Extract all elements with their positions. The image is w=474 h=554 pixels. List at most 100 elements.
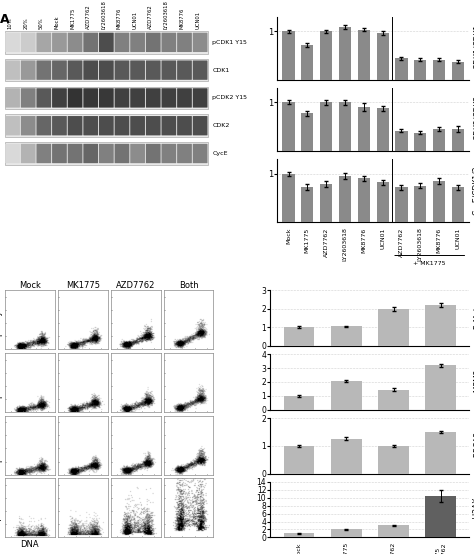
FancyBboxPatch shape	[99, 144, 114, 163]
Bar	[331, 381, 362, 410]
Bar	[320, 102, 332, 151]
Bar	[426, 365, 456, 410]
FancyBboxPatch shape	[21, 60, 36, 80]
Text: Mock: Mock	[55, 16, 59, 29]
Bar	[378, 309, 409, 346]
Bar	[5, 59, 208, 81]
FancyBboxPatch shape	[21, 88, 36, 107]
Text: pCDK2/CDK2: pCDK2/CDK2	[473, 95, 474, 144]
Bar	[426, 432, 456, 474]
FancyBboxPatch shape	[5, 144, 20, 163]
Bar	[5, 114, 208, 137]
Text: UCN01: UCN01	[195, 11, 200, 29]
Text: γH2AX: γH2AX	[473, 497, 474, 522]
Text: MK8776: MK8776	[117, 8, 122, 29]
FancyBboxPatch shape	[83, 60, 98, 80]
Bar	[358, 178, 370, 223]
Bar	[378, 526, 409, 537]
FancyBboxPatch shape	[115, 116, 129, 135]
Bar	[283, 173, 295, 223]
Text: LY2603618: LY2603618	[101, 0, 106, 29]
FancyBboxPatch shape	[162, 60, 176, 80]
Title: AZD7762: AZD7762	[116, 281, 155, 290]
FancyBboxPatch shape	[21, 144, 36, 163]
FancyBboxPatch shape	[52, 60, 67, 80]
FancyBboxPatch shape	[146, 33, 161, 52]
Bar	[320, 31, 332, 80]
FancyBboxPatch shape	[177, 33, 192, 52]
Bar	[301, 45, 313, 80]
Bar	[378, 446, 409, 474]
Bar	[414, 60, 427, 80]
FancyBboxPatch shape	[68, 60, 82, 80]
FancyBboxPatch shape	[130, 116, 145, 135]
Y-axis label: γH2AX: γH2AX	[0, 494, 2, 522]
FancyBboxPatch shape	[130, 88, 145, 107]
FancyBboxPatch shape	[162, 144, 176, 163]
Text: A: A	[0, 13, 10, 25]
FancyBboxPatch shape	[99, 88, 114, 107]
X-axis label: DNA: DNA	[20, 540, 39, 549]
Bar	[376, 108, 389, 151]
Bar	[414, 133, 427, 151]
FancyBboxPatch shape	[146, 88, 161, 107]
Text: pCDK1 Y15: pCDK1 Y15	[212, 40, 247, 45]
Text: UCN01: UCN01	[133, 11, 137, 29]
Text: + MK1775: + MK1775	[413, 260, 446, 265]
FancyBboxPatch shape	[162, 33, 176, 52]
Bar	[414, 186, 427, 223]
Text: CDK2: CDK2	[212, 123, 230, 128]
Bar	[5, 86, 208, 109]
FancyBboxPatch shape	[177, 60, 192, 80]
Bar	[283, 31, 295, 80]
Bar	[358, 30, 370, 80]
Title: MK1775: MK1775	[65, 281, 100, 290]
Bar	[339, 102, 351, 151]
FancyBboxPatch shape	[115, 33, 129, 52]
Text: AZD7762: AZD7762	[148, 4, 153, 29]
Text: CDK1: CDK1	[212, 68, 229, 73]
Bar	[5, 31, 208, 54]
FancyBboxPatch shape	[83, 33, 98, 52]
Text: 20%: 20%	[23, 17, 28, 29]
FancyBboxPatch shape	[83, 88, 98, 107]
FancyBboxPatch shape	[193, 116, 208, 135]
FancyBboxPatch shape	[177, 88, 192, 107]
Y-axis label: pMPM2: pMPM2	[0, 367, 2, 398]
FancyBboxPatch shape	[177, 144, 192, 163]
FancyBboxPatch shape	[162, 116, 176, 135]
Bar	[301, 113, 313, 151]
FancyBboxPatch shape	[146, 60, 161, 80]
FancyBboxPatch shape	[36, 60, 51, 80]
Text: MK8776: MK8776	[180, 8, 184, 29]
Text: CycE: CycE	[212, 151, 228, 156]
FancyBboxPatch shape	[115, 144, 129, 163]
Y-axis label: pB-Myb: pB-Myb	[0, 304, 2, 336]
Text: CycE/CDK1/2: CycE/CDK1/2	[473, 166, 474, 216]
Title: Mock: Mock	[19, 281, 41, 290]
Bar	[426, 305, 456, 346]
FancyBboxPatch shape	[68, 144, 82, 163]
FancyBboxPatch shape	[68, 88, 82, 107]
FancyBboxPatch shape	[68, 33, 82, 52]
Text: pCDK2 Y15: pCDK2 Y15	[212, 95, 247, 100]
Bar	[283, 446, 314, 474]
Bar	[452, 129, 464, 151]
FancyBboxPatch shape	[83, 144, 98, 163]
Bar	[331, 530, 362, 537]
Bar	[452, 61, 464, 80]
FancyBboxPatch shape	[52, 88, 67, 107]
FancyBboxPatch shape	[5, 88, 20, 107]
FancyBboxPatch shape	[5, 60, 20, 80]
FancyBboxPatch shape	[21, 116, 36, 135]
Bar	[378, 389, 409, 410]
Text: AZD7762: AZD7762	[86, 4, 91, 29]
Y-axis label: pBRCA2: pBRCA2	[0, 428, 2, 462]
Bar	[433, 181, 445, 223]
Bar	[376, 182, 389, 223]
FancyBboxPatch shape	[36, 116, 51, 135]
FancyBboxPatch shape	[177, 116, 192, 135]
Bar	[331, 439, 362, 474]
Text: 10%: 10%	[8, 17, 12, 29]
Bar	[283, 102, 295, 151]
